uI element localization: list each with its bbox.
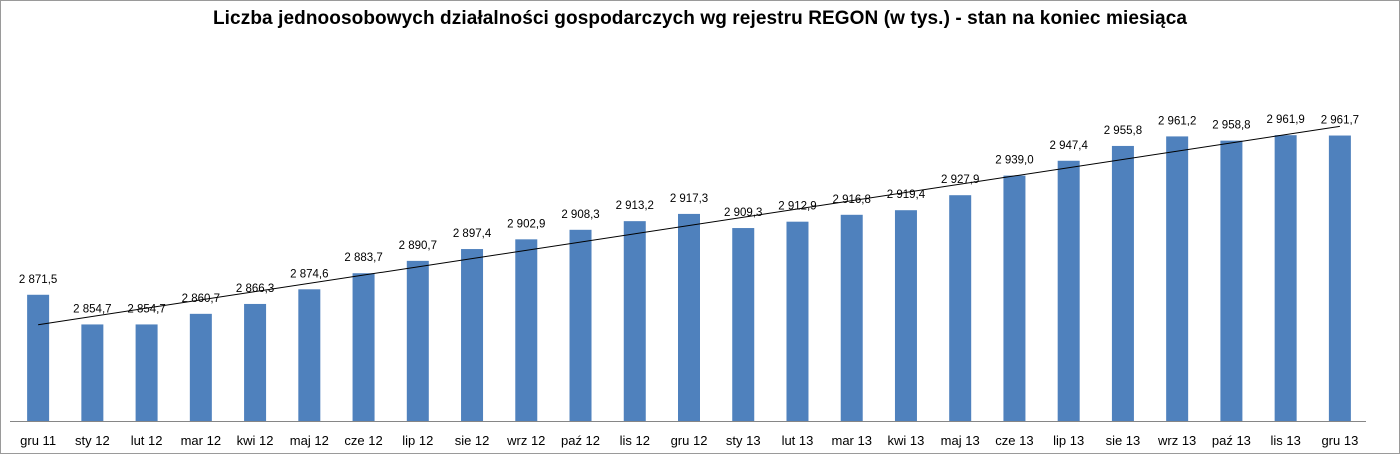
bar-18 — [1003, 175, 1026, 421]
data-label-24: 2 961,7 — [1321, 115, 1359, 127]
x-tick-label-6: cze 12 — [344, 433, 382, 448]
data-label-21: 2 961,2 — [1158, 115, 1196, 127]
bar-5 — [298, 289, 321, 421]
x-tick-label-17: maj 13 — [941, 433, 980, 448]
data-label-1: 2 854,7 — [73, 303, 111, 315]
x-tick-label-22: paź 13 — [1212, 433, 1251, 448]
x-tick-label-14: lut 13 — [782, 433, 814, 448]
data-label-15: 2 916,8 — [833, 194, 871, 206]
data-label-14: 2 912,9 — [778, 201, 816, 213]
bar-7 — [406, 260, 429, 421]
x-tick-label-5: maj 12 — [290, 433, 329, 448]
x-tick-label-2: lut 12 — [131, 433, 163, 448]
data-label-7: 2 890,7 — [399, 240, 437, 252]
bar-19 — [1057, 160, 1080, 421]
data-label-2: 2 854,7 — [127, 303, 165, 315]
bar-4 — [244, 303, 267, 421]
bar-11 — [623, 221, 646, 421]
bar-12 — [678, 213, 700, 421]
x-tick-label-16: kwi 13 — [888, 433, 925, 448]
x-tick-label-9: wrz 12 — [506, 433, 545, 448]
data-label-22: 2 958,8 — [1212, 120, 1250, 132]
bar-6 — [352, 273, 375, 421]
bar-14 — [786, 221, 809, 421]
x-tick-label-10: paź 12 — [561, 433, 600, 448]
data-label-23: 2 961,9 — [1266, 114, 1304, 126]
bar-1 — [81, 324, 104, 421]
x-tick-label-1: sty 12 — [75, 433, 110, 448]
x-tick-label-11: lis 12 — [620, 433, 650, 448]
chart-title: Liczba jednoosobowych działalności gospo… — [212, 8, 1188, 29]
bar-15 — [840, 214, 863, 421]
data-label-0: 2 871,5 — [19, 274, 57, 286]
x-tick-label-3: mar 12 — [181, 433, 221, 448]
bar-20 — [1111, 145, 1134, 421]
bar-23 — [1274, 135, 1297, 421]
trendline — [38, 125, 1340, 326]
data-label-19: 2 947,4 — [1049, 140, 1088, 152]
bar-17 — [949, 195, 972, 421]
x-tick-label-12: gru 12 — [671, 433, 708, 448]
x-tick-label-8: sie 12 — [455, 433, 490, 448]
x-tick-label-7: lip 12 — [402, 433, 433, 448]
data-label-18: 2 939,0 — [995, 155, 1033, 167]
data-label-20: 2 955,8 — [1104, 125, 1142, 137]
data-label-17: 2 927,9 — [941, 174, 979, 186]
bar-3 — [189, 313, 212, 421]
data-label-13: 2 909,3 — [724, 207, 762, 219]
bar-21 — [1166, 136, 1189, 421]
bar-9 — [515, 239, 538, 421]
bar-8 — [461, 249, 484, 421]
x-tick-label-23: lis 13 — [1270, 433, 1300, 448]
bar-0 — [27, 294, 50, 421]
data-label-5: 2 874,6 — [290, 268, 328, 280]
bar-24 — [1328, 135, 1351, 421]
data-label-11: 2 913,2 — [616, 200, 654, 212]
x-tick-label-13: sty 13 — [726, 433, 761, 448]
data-label-4: 2 866,3 — [236, 283, 274, 295]
x-tick-label-18: cze 13 — [995, 433, 1033, 448]
x-tick-label-19: lip 13 — [1053, 433, 1084, 448]
data-label-6: 2 883,7 — [344, 252, 382, 264]
data-label-16: 2 919,4 — [887, 189, 926, 201]
bar-2 — [135, 324, 158, 421]
data-label-9: 2 902,9 — [507, 218, 545, 230]
data-label-8: 2 897,4 — [453, 228, 492, 240]
x-tick-label-20: sie 13 — [1106, 433, 1141, 448]
bar-13 — [732, 228, 755, 421]
x-tick-label-0: gru 11 — [20, 433, 56, 448]
bar-16 — [894, 210, 917, 421]
data-label-10: 2 908,3 — [561, 209, 599, 221]
x-tick-label-4: kwi 12 — [237, 433, 274, 448]
x-tick-label-24: gru 13 — [1321, 433, 1358, 448]
x-tick-label-21: wrz 13 — [1157, 433, 1196, 448]
data-label-12: 2 917,3 — [670, 193, 708, 205]
data-label-3: 2 860,7 — [182, 293, 220, 305]
bar-22 — [1220, 140, 1243, 421]
x-tick-label-15: mar 13 — [831, 433, 871, 448]
bar-10 — [569, 229, 592, 421]
